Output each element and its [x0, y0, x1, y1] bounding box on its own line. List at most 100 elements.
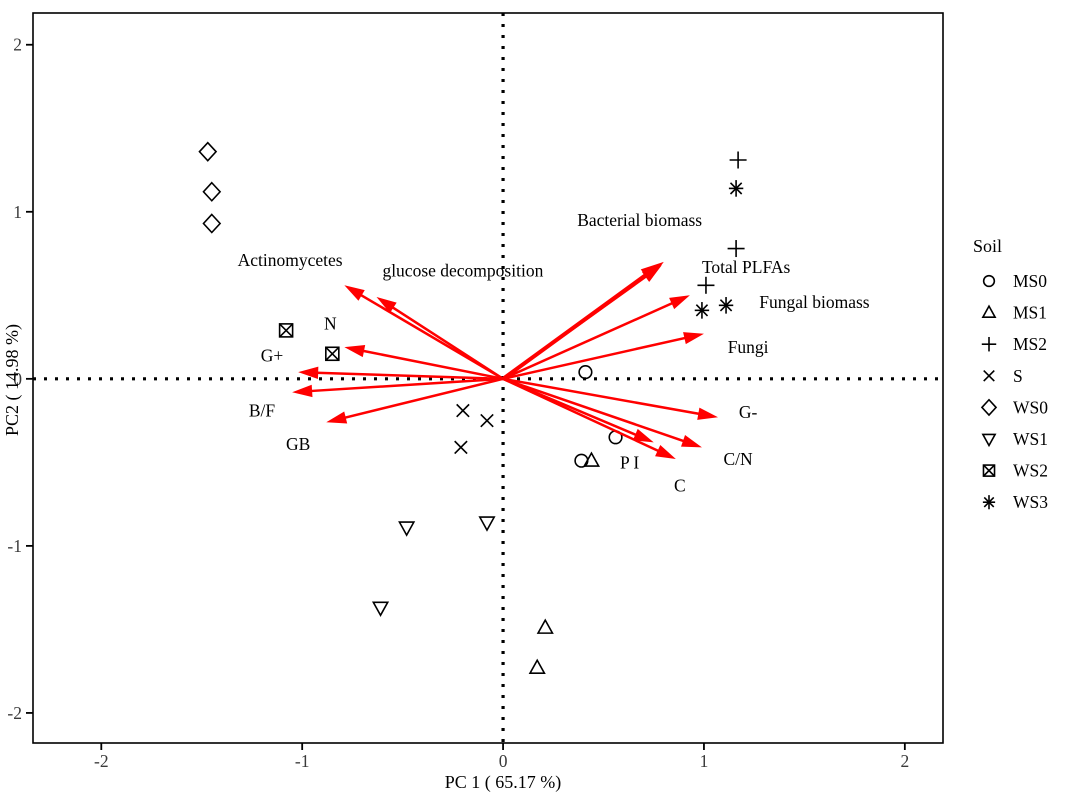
data-point-WS0 — [202, 213, 222, 234]
loading-arrow-4 — [298, 366, 504, 381]
legend-item-WS2: WS2 — [982, 461, 1048, 481]
plus-icon — [981, 336, 997, 352]
data-point-S — [456, 403, 470, 418]
arrow-head-icon — [641, 265, 662, 282]
asterisk-icon — [982, 495, 996, 510]
arrow-head-icon — [655, 444, 676, 460]
loading-arrows-layer — [292, 261, 719, 460]
y-axis-title: PC2 ( 14.98 %) — [2, 324, 23, 436]
legend-item-MS0: MS0 — [982, 271, 1047, 291]
data-point-WS1 — [478, 516, 496, 532]
arrow-head-icon — [669, 295, 690, 310]
loading-label: N — [324, 314, 337, 334]
data-point-WS2 — [325, 346, 340, 362]
arrow-head-icon — [632, 428, 654, 443]
y-tick-label: -1 — [7, 536, 22, 556]
loading-label: C — [674, 476, 686, 496]
x-axis-title: PC 1 ( 65.17 %) — [445, 772, 562, 793]
loading-label: C/N — [724, 449, 754, 469]
legend-item-MS1: MS1 — [981, 303, 1047, 323]
y-tick-label: 0 — [13, 369, 22, 389]
legend-item-label: MS1 — [1013, 303, 1047, 323]
arrow-head-icon — [292, 384, 313, 398]
loading-label: B/F — [249, 401, 276, 421]
data-point-WS1 — [371, 601, 390, 617]
arrow-head-icon — [344, 344, 366, 358]
arrow-shaft — [502, 272, 652, 380]
data-point-MS2 — [727, 240, 745, 258]
loading-label: G- — [739, 402, 758, 422]
diamond-icon — [980, 398, 998, 417]
arrow-shaft — [312, 371, 504, 381]
data-point-WS2 — [278, 323, 294, 338]
loading-label: Fungi — [728, 337, 769, 357]
data-point-MS2 — [729, 151, 747, 169]
loading-label: Total PLFAs — [702, 257, 791, 277]
loading-arrow-12 — [502, 377, 702, 448]
data-point-MS0 — [574, 453, 589, 468]
data-point-S — [480, 413, 494, 428]
x-tick-label: 0 — [499, 751, 508, 771]
arrow-shaft — [502, 299, 678, 380]
arrow-shaft — [502, 335, 691, 381]
arrow-head-icon — [697, 407, 719, 420]
legend-item-MS2: MS2 — [981, 334, 1047, 354]
legend-title: Soil — [973, 236, 1002, 256]
data-point-WS0 — [202, 181, 222, 202]
arrow-head-icon — [376, 296, 397, 314]
triangle-down-icon — [981, 433, 997, 448]
arrow-head-icon — [683, 332, 704, 345]
loading-arrow-3 — [344, 344, 504, 381]
y-tick-label: 1 — [13, 202, 22, 222]
legend-item-WS3: WS3 — [982, 492, 1048, 512]
loading-arrow-10 — [502, 332, 704, 381]
x-tick-label: -1 — [295, 751, 310, 771]
arrow-shaft — [502, 377, 642, 439]
ticks-layer: -2 -1 0 1 2 2 1 0 -1 -2 — [7, 35, 909, 771]
arrow-shaft — [339, 377, 504, 421]
arrow-head-icon — [344, 285, 365, 301]
legend-item-label: MS2 — [1013, 334, 1047, 354]
arrow-shaft — [502, 377, 705, 417]
loading-arrow-14 — [502, 377, 654, 443]
data-point-S — [454, 440, 468, 455]
loading-label: glucose decomposition — [382, 260, 543, 280]
arrow-shaft — [306, 377, 504, 393]
data-point-MS1 — [528, 658, 546, 675]
y-tick-label: 2 — [13, 35, 22, 55]
loading-label: P I — [620, 452, 639, 472]
loading-label: Bacterial biomass — [577, 210, 702, 230]
legend-item-label: WS2 — [1013, 461, 1048, 481]
arrow-head-icon — [681, 434, 702, 448]
arrow-shaft — [357, 348, 504, 381]
legend-item-label: S — [1013, 366, 1023, 386]
arrow-head-icon — [298, 366, 319, 380]
loading-label: Actinomycetes — [238, 250, 343, 270]
legend: Soil MS0 MS1 MS2 S WS0 WS1 WS2 WS3 — [973, 236, 1048, 512]
data-point-WS0 — [198, 141, 218, 162]
data-point-WS3 — [694, 302, 710, 319]
loading-label: Fungal biomass — [759, 292, 870, 312]
loading-labels-layer: Actinomycetes glucose decomposition N G+ B/F… — [238, 210, 870, 496]
loading-arrow-5 — [292, 377, 504, 398]
legend-item-WS0: WS0 — [980, 397, 1048, 417]
arrow-shaft — [502, 377, 690, 444]
loading-arrow-9 — [502, 295, 690, 380]
loading-arrow-6 — [326, 377, 504, 424]
data-point-MS1 — [582, 451, 601, 467]
y-tick-label: -2 — [7, 703, 22, 723]
data-point-WS3 — [718, 297, 734, 314]
loading-label: G+ — [261, 345, 284, 365]
circle-icon — [982, 274, 996, 288]
data-point-WS1 — [398, 521, 416, 537]
data-point-MS2 — [697, 276, 715, 294]
data-point-MS1 — [536, 618, 554, 634]
x-tick-label: 1 — [700, 751, 709, 771]
points-layer — [198, 141, 747, 675]
loading-arrow-8 — [502, 265, 662, 380]
legend-item-WS1: WS1 — [981, 429, 1048, 449]
data-point-WS3 — [728, 180, 744, 197]
legend-item-label: MS0 — [1013, 271, 1047, 291]
